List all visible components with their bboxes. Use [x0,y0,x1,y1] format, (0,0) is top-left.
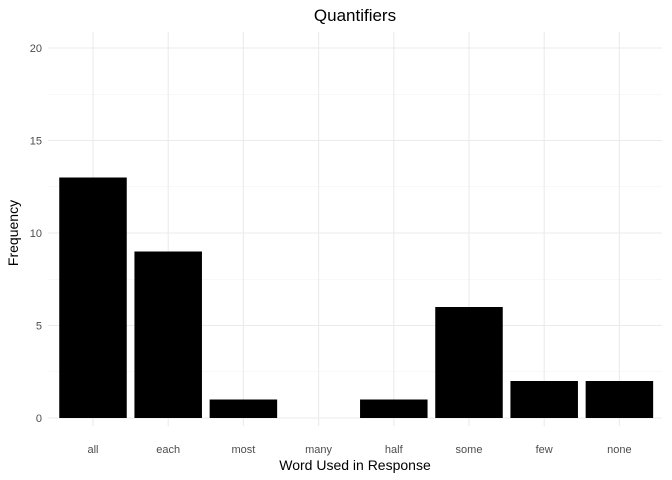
x-tick-label-some: some [456,444,483,456]
y-axis-label: Frequency [5,200,21,266]
x-tick-label-half: half [385,444,404,456]
y-axis-ticks: 0 5 10 15 20 [30,43,42,425]
y-tick-label: 20 [30,43,42,55]
x-tick-label-few: few [536,444,553,456]
x-tick-label-all: all [87,444,98,456]
y-tick-label: 5 [36,321,42,333]
y-tick-label: 0 [36,413,42,425]
x-tick-label-most: most [231,444,255,456]
bar-none [585,381,654,418]
x-tick-label-many: many [305,444,332,456]
bar-few [510,381,578,418]
bar-half [360,399,428,418]
x-tick-label-none: none [607,444,631,456]
y-tick-label: 10 [30,228,42,240]
x-tick-label-each: each [156,444,180,456]
bars [59,177,654,418]
bar-some [435,307,503,418]
y-tick-label: 15 [30,136,42,148]
bar-most [209,399,278,418]
bar-each [134,251,202,418]
bar-all [59,177,127,418]
x-axis-label: Word Used in Response [279,457,431,473]
chart-title: Quantifiers [314,6,396,25]
x-axis-ticks: all each most many half some few none [87,444,631,456]
